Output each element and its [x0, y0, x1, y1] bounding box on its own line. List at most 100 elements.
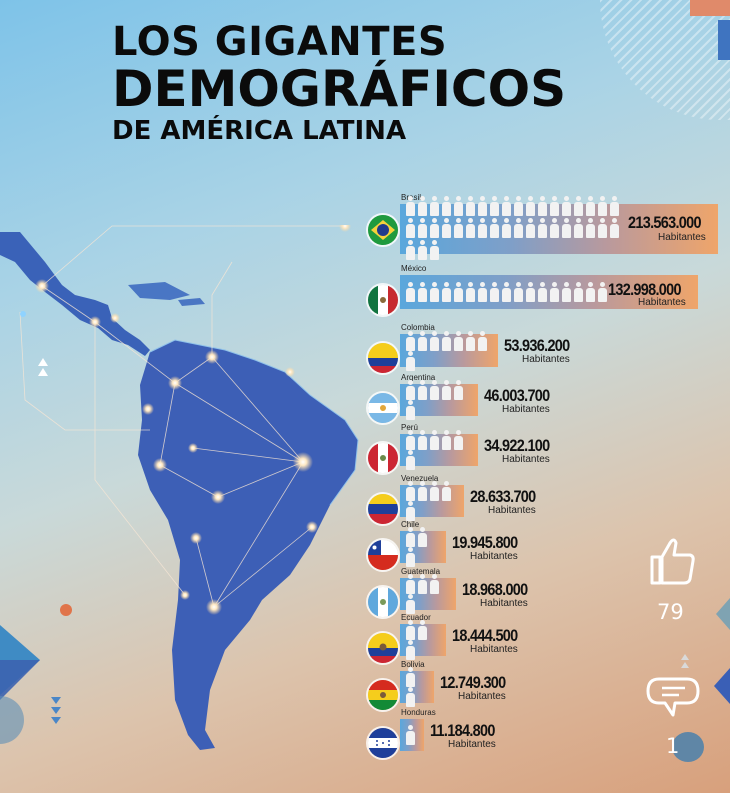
person-icon — [430, 240, 439, 260]
person-icon — [502, 218, 511, 238]
person-icon — [442, 330, 451, 351]
honduras-flag-icon — [368, 728, 398, 758]
person-icon — [538, 218, 547, 238]
person-icon — [526, 282, 535, 302]
person-icon — [406, 527, 415, 547]
person-icon — [454, 380, 463, 400]
unit-label: Habitantes — [522, 354, 570, 365]
comment-button[interactable] — [645, 675, 701, 726]
decorative-diamond — [714, 668, 730, 704]
peru-flag-icon — [368, 443, 398, 473]
person-icon — [490, 282, 499, 302]
person-icon — [406, 330, 415, 351]
decorative-triangle — [681, 654, 689, 660]
person-icon — [418, 430, 427, 450]
person-icon — [454, 218, 463, 238]
unit-label: Habitantes — [470, 551, 518, 562]
person-icon — [454, 282, 463, 302]
person-icon — [406, 687, 415, 707]
person-icon — [466, 196, 475, 216]
population-value: 46.003.700 — [484, 386, 550, 405]
country-name: Bolivia — [401, 660, 425, 669]
person-icon — [406, 667, 415, 687]
person-icon — [430, 282, 439, 302]
person-icon — [430, 574, 439, 594]
person-icon — [538, 282, 547, 302]
person-icon — [430, 380, 439, 400]
person-icon — [610, 196, 619, 216]
person-icon — [406, 547, 415, 567]
population-value: 18.444.500 — [452, 626, 518, 645]
country-name: Ecuador — [401, 613, 431, 622]
chile-flag-icon — [368, 540, 398, 570]
person-icon — [406, 574, 415, 594]
decorative-stripes — [600, 0, 730, 120]
population-value: 213.563.000 — [628, 213, 702, 232]
unit-label: Habitantes — [658, 232, 706, 243]
person-icon — [478, 330, 487, 351]
person-icon — [442, 196, 451, 216]
person-icon — [406, 640, 415, 660]
person-icon — [418, 481, 427, 501]
person-icon — [406, 196, 415, 216]
person-icon — [502, 196, 511, 216]
decorative-circle — [672, 732, 704, 762]
population-bar — [400, 430, 478, 470]
person-icon — [478, 196, 487, 216]
comment-bubble-icon — [646, 677, 700, 717]
unit-label: Habitantes — [638, 297, 686, 308]
person-icon — [430, 218, 439, 238]
argentina-flag-icon — [368, 393, 398, 423]
population-bar — [400, 620, 446, 660]
title-line-1: LOS GIGANTES — [112, 19, 448, 65]
person-icon — [406, 350, 415, 371]
like-button[interactable] — [648, 535, 698, 585]
population-value: 18.968.000 — [462, 580, 528, 599]
country-name: Colombia — [401, 323, 435, 332]
person-icon — [574, 196, 583, 216]
decorative-corner-orange — [690, 0, 730, 16]
population-value: 53.936.200 — [504, 336, 570, 355]
latin-america-map — [0, 225, 359, 750]
population-value: 34.922.100 — [484, 436, 550, 455]
person-icon — [490, 218, 499, 238]
person-icon — [562, 282, 571, 302]
person-icon — [418, 330, 427, 351]
person-icon — [406, 481, 415, 501]
person-icon — [406, 380, 415, 400]
unit-label: Habitantes — [448, 739, 496, 750]
country-name: México — [401, 264, 427, 273]
person-icon — [466, 330, 475, 351]
title-line-2: DEMOGRÁFICOS — [112, 60, 567, 118]
person-icon — [538, 196, 547, 216]
country-name: Guatemala — [401, 567, 441, 576]
person-icon — [478, 282, 487, 302]
country-name: Chile — [401, 520, 420, 529]
person-icon — [406, 594, 415, 614]
person-icon — [598, 282, 607, 302]
country-name: Argentina — [401, 373, 436, 382]
person-icon — [406, 725, 415, 745]
person-icon — [550, 196, 559, 216]
population-bar — [400, 275, 698, 309]
unit-label: Habitantes — [480, 598, 528, 609]
country-name: Perú — [401, 423, 418, 432]
person-icon — [442, 380, 451, 400]
decorative-triangle — [681, 662, 689, 668]
person-icon — [574, 218, 583, 238]
person-icon — [526, 218, 535, 238]
mexico-flag-icon — [368, 285, 398, 315]
person-icon — [586, 218, 595, 238]
person-icon — [550, 282, 559, 302]
person-icon — [454, 430, 463, 450]
title-line-3: DE AMÉRICA LATINA — [112, 116, 407, 146]
person-icon — [454, 196, 463, 216]
person-icon — [406, 620, 415, 640]
population-bar — [400, 196, 718, 260]
person-icon — [442, 481, 451, 501]
country-name: Venezuela — [401, 474, 439, 483]
person-icon — [418, 240, 427, 260]
population-bar — [400, 380, 478, 420]
unit-label: Habitantes — [470, 644, 518, 655]
person-icon — [478, 218, 487, 238]
